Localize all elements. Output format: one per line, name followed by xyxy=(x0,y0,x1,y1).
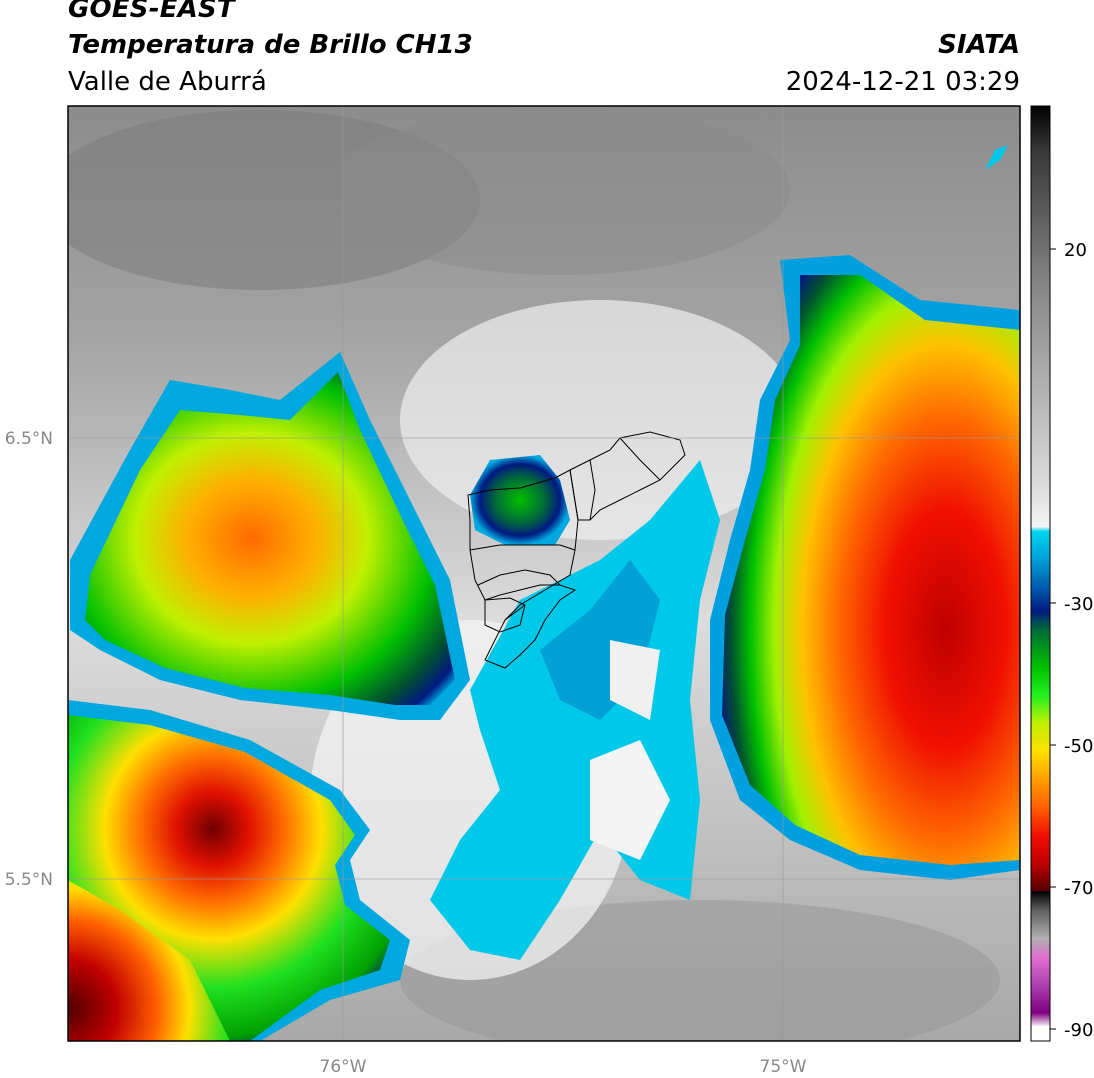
colorbar xyxy=(1031,106,1050,1041)
graticule-labels: 6.5°N 5.5°N 76°W 75°W xyxy=(5,429,807,1077)
colorbar-frame xyxy=(1030,105,1051,1042)
colorbar-tick-minus70: -70 xyxy=(1064,878,1093,899)
colorbar-tick-minus50: -50 xyxy=(1064,736,1093,757)
satellite-title: GOES-EAST xyxy=(68,0,235,24)
datetime-label: 2024-12-21 03:29 xyxy=(785,67,1020,97)
colorbar-tick-minus90: -90 xyxy=(1064,1020,1093,1041)
satellite-imagery xyxy=(68,106,1020,1041)
lon-label-76: 76°W xyxy=(320,1057,367,1077)
colorbar-tick-20: 20 xyxy=(1064,240,1087,261)
map-frame xyxy=(67,105,1021,1042)
colorbar-tick-minus30: -30 xyxy=(1064,594,1093,615)
lat-label-5-5: 5.5°N xyxy=(5,870,53,890)
colorbar-gradient xyxy=(1031,106,1050,1041)
agency-label: SIATA xyxy=(938,30,1020,60)
graticule xyxy=(68,106,1020,1041)
colorbar-labels: 20 -30 -50 -70 -90 xyxy=(1050,240,1093,1041)
lat-label-6-5: 6.5°N xyxy=(5,429,53,449)
municipal-boundaries xyxy=(467,431,686,669)
product-title: Temperatura de Brillo CH13 xyxy=(68,30,473,60)
lon-label-75: 75°W xyxy=(760,1057,807,1077)
region-subtitle: Valle de Aburrá xyxy=(68,67,267,97)
